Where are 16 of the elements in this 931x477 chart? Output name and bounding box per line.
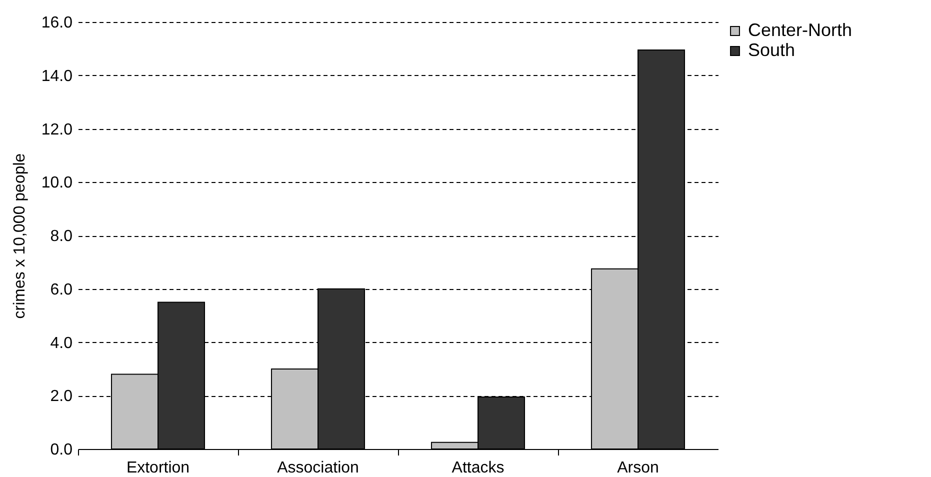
y-tick-label: 4.0	[50, 334, 73, 352]
legend-label: Center-North	[748, 20, 852, 40]
y-axis-title: crimes x 10,000 people	[11, 153, 28, 319]
legend-label: South	[748, 40, 796, 60]
x-tick-label: Attacks	[452, 460, 504, 476]
x-tick-label: Arson	[617, 460, 659, 476]
y-tick-label: 14.0	[41, 68, 73, 85]
y-tick-label: 16.0	[41, 14, 73, 32]
y-tick-label: 8.0	[50, 228, 73, 245]
x-tick-label: Extortion	[126, 460, 190, 476]
y-tick-label: 10.0	[41, 174, 73, 192]
y-tick-label: 12.0	[41, 121, 73, 138]
x-tick-label: Association	[277, 460, 359, 476]
y-tick-label: 6.0	[50, 281, 73, 298]
y-tick-label: 0.0	[50, 442, 73, 458]
y-tick-label: 2.0	[50, 388, 73, 406]
